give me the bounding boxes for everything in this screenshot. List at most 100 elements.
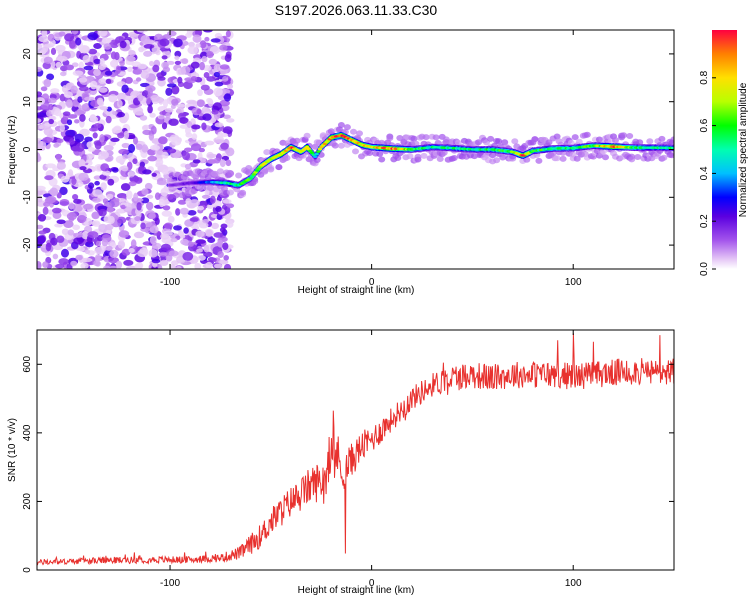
ridge-cell	[316, 150, 321, 153]
noise-blob	[163, 230, 173, 236]
noise-blob	[154, 149, 164, 156]
noise-blob	[143, 50, 153, 57]
colorbar-tick-label: 0.2	[699, 214, 710, 228]
noise-blob	[222, 199, 232, 204]
spectrogram-x-axis-title: Height of straight line (km)	[298, 285, 415, 296]
noise-blob	[107, 215, 115, 225]
noise-blob	[81, 104, 88, 111]
noise-blob	[165, 112, 171, 118]
noise-blob	[199, 61, 206, 71]
noise-blob	[43, 44, 49, 53]
ridge-halo	[440, 149, 448, 156]
noise-blob	[150, 125, 157, 135]
noise-blob	[214, 139, 225, 144]
noise-blob	[132, 68, 143, 75]
noise-blob	[70, 85, 78, 94]
noise-blob	[219, 44, 228, 51]
noise-blob	[108, 94, 118, 103]
noise-blob	[164, 108, 174, 113]
colorbar-tick-label: 0.0	[699, 262, 710, 276]
noise-blob	[124, 76, 133, 84]
noise-blob	[197, 89, 203, 97]
noise-blob	[123, 259, 134, 266]
noise-blob	[59, 186, 68, 196]
noise-blob	[78, 172, 89, 181]
noise-blob	[110, 137, 120, 142]
noise-blob	[84, 136, 93, 142]
noise-blob	[79, 128, 90, 137]
ridge-halo	[646, 138, 654, 145]
noise-blob	[224, 54, 232, 63]
noise-blob	[93, 68, 101, 77]
noise-blob	[156, 180, 168, 186]
noise-blob	[201, 122, 207, 131]
noise-blob	[142, 169, 152, 175]
ridge-halo	[495, 138, 503, 145]
ridge-halo	[620, 132, 628, 139]
noise-blob	[217, 251, 224, 258]
noise-blob	[223, 93, 232, 102]
noise-blob	[163, 222, 173, 230]
ridge-halo	[352, 148, 359, 155]
noise-blob	[150, 94, 161, 102]
ridge-halo	[432, 134, 440, 141]
ridge-cell	[313, 155, 318, 158]
noise-blob	[72, 203, 83, 212]
noise-blob	[100, 163, 110, 172]
noise-blob	[206, 76, 216, 82]
ridge-halo	[172, 192, 180, 199]
noise-blob	[67, 229, 75, 236]
noise-blob	[187, 210, 197, 216]
noise-blob	[98, 87, 108, 93]
ridge-halo	[489, 152, 497, 159]
noise-blob	[60, 71, 67, 77]
noise-blob	[217, 239, 224, 248]
noise-blob	[162, 66, 171, 73]
noise-blob	[143, 39, 155, 45]
noise-blob	[37, 214, 47, 222]
noise-blob	[87, 231, 99, 239]
noise-blob	[46, 110, 52, 117]
noise-blob	[57, 55, 68, 62]
ridge-halo	[378, 156, 386, 163]
noise-blob	[120, 204, 126, 210]
colorbar-axis: 0.0 0.2 0.4 0.6 0.8	[699, 70, 716, 276]
noise-blob	[208, 58, 218, 65]
snr-frame	[36, 329, 675, 571]
spectrogram-x-axis: -100 0 100	[160, 30, 582, 288]
noise-blob	[191, 133, 198, 140]
chart-title: S197.2026.063.11.33.C30	[275, 2, 438, 18]
noise-blob	[126, 265, 137, 269]
noise-blob	[186, 30, 193, 36]
noise-blob	[220, 142, 229, 150]
noise-blob	[37, 185, 46, 191]
x-tick-label: 100	[565, 578, 582, 589]
noise-blob	[140, 222, 146, 230]
noise-blob	[66, 212, 77, 221]
noise-blob	[101, 37, 112, 44]
noise-blob	[196, 99, 205, 108]
ridge-cell	[254, 169, 260, 172]
noise-blob	[166, 83, 177, 88]
noise-blob	[222, 242, 229, 250]
noise-blob	[159, 38, 170, 47]
noise-blob	[85, 241, 94, 248]
noise-blob	[157, 76, 166, 81]
ridge-halo	[239, 189, 247, 196]
ridge-halo	[406, 153, 414, 160]
noise-blob	[225, 147, 235, 157]
noise-blob	[117, 132, 125, 139]
ridge-halo	[523, 156, 531, 163]
noise-blob	[55, 263, 65, 269]
ridge-halo	[166, 193, 174, 200]
noise-blob	[89, 127, 99, 132]
noise-blob	[128, 248, 135, 253]
noise-blob	[41, 30, 48, 37]
noise-blob	[72, 194, 79, 200]
noise-blob	[115, 65, 121, 74]
ridge-halo	[235, 172, 243, 179]
noise-blob	[217, 131, 224, 139]
noise-blob	[96, 37, 103, 42]
noise-blob	[149, 225, 159, 234]
noise-blob	[136, 30, 148, 33]
